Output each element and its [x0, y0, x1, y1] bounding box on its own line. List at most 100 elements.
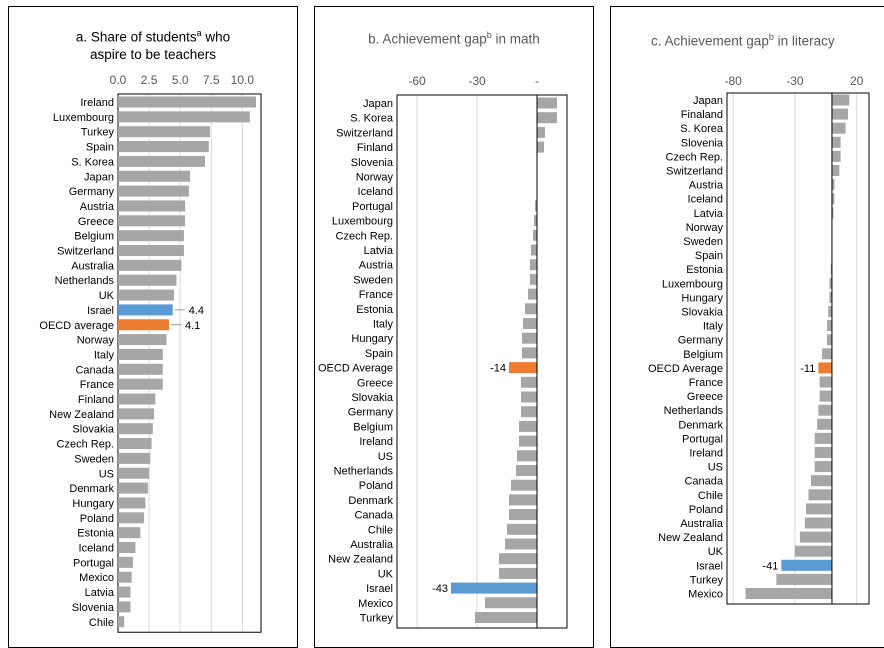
category-label: Canada — [684, 476, 723, 488]
bar — [810, 475, 832, 487]
bar — [831, 207, 834, 219]
plot-frame — [117, 93, 262, 633]
category-label: Italy — [94, 349, 115, 361]
x-tick-label: -80 — [725, 74, 743, 88]
bar — [118, 616, 125, 628]
category-label: S. Korea — [71, 156, 115, 168]
bar — [537, 126, 545, 138]
category-label: Greece — [687, 391, 723, 403]
category-label: OECD Average — [648, 363, 723, 375]
bar — [118, 230, 184, 242]
bar — [806, 503, 832, 515]
bar — [118, 319, 169, 331]
category-label: Chile — [368, 524, 393, 536]
bar — [118, 556, 133, 568]
category-label: Iceland — [358, 186, 393, 198]
category-label: Portugal — [73, 557, 114, 569]
category-label: UK — [378, 568, 394, 580]
bar — [118, 126, 211, 138]
category-label: Greece — [357, 377, 393, 389]
category-label: Italy — [703, 321, 724, 333]
category-label: Austria — [359, 260, 394, 272]
category-label: Netherlands — [334, 466, 394, 478]
category-label: Latvia — [364, 245, 394, 257]
bar — [118, 512, 145, 524]
x-tick-label: -30 — [786, 74, 804, 88]
bar — [118, 215, 186, 227]
bar — [819, 376, 832, 388]
category-label: Czech Rep. — [57, 439, 114, 451]
bar — [799, 531, 832, 543]
bar — [521, 391, 537, 403]
bar — [118, 348, 163, 360]
category-label: Sweden — [353, 274, 393, 286]
data-label: 4.4 — [189, 305, 204, 317]
category-label: Luxembourg — [332, 216, 393, 228]
bar — [517, 450, 537, 462]
bar — [831, 108, 849, 120]
bar — [831, 94, 850, 106]
bar — [828, 306, 832, 317]
bar — [509, 494, 537, 506]
category-label: Spain — [86, 142, 114, 154]
category-label: Norway — [686, 222, 724, 234]
category-label: Chile — [89, 617, 114, 629]
category-label: Ireland — [80, 97, 114, 109]
category-label: Switzerland — [666, 166, 723, 178]
bar — [118, 497, 146, 509]
category-label: Slovakia — [681, 307, 723, 319]
bar — [118, 111, 250, 123]
bar — [499, 567, 537, 579]
category-label: Slovenia — [681, 137, 724, 149]
category-label: Iceland — [688, 194, 723, 206]
chart-title-a: a. Share of studentsa who aspire to be t… — [75, 28, 231, 62]
category-label: Israel — [696, 560, 723, 572]
bar — [118, 601, 131, 613]
bar — [118, 467, 150, 479]
bar — [499, 553, 537, 565]
bar — [505, 538, 537, 550]
bar — [831, 136, 841, 148]
bar — [118, 289, 174, 301]
category-label: Greece — [78, 216, 114, 228]
category-label: Canada — [75, 364, 114, 376]
category-label: Luxembourg — [53, 112, 114, 124]
category-label: Japan — [84, 171, 114, 183]
data-label: -14 — [490, 363, 506, 375]
category-label: Denmark — [69, 483, 114, 495]
bar — [511, 479, 537, 491]
category-label: Turkey — [81, 127, 115, 139]
category-label: Belgium — [353, 421, 393, 433]
bar — [831, 122, 846, 134]
data-label: 4.1 — [185, 320, 200, 332]
category-label: UK — [708, 546, 724, 558]
bar — [118, 571, 132, 583]
bar — [118, 408, 155, 420]
bar — [118, 259, 182, 271]
category-label: Belgium — [683, 349, 723, 361]
category-label: Finland — [357, 142, 393, 154]
bar — [528, 288, 537, 300]
category-label: Australia — [71, 260, 115, 272]
bar — [118, 96, 257, 108]
x-tick-label: -60 — [408, 74, 426, 88]
bar — [831, 193, 835, 205]
bar — [531, 244, 537, 256]
category-label: Chile — [698, 490, 723, 502]
category-label: Mexico — [358, 598, 393, 610]
category-label: Spain — [695, 250, 723, 262]
category-label: Israel — [366, 583, 393, 595]
data-label: -11 — [800, 363, 815, 375]
category-label: Portugal — [682, 433, 723, 445]
bar — [522, 332, 537, 344]
bar — [829, 291, 832, 303]
category-label: France — [80, 379, 114, 391]
data-label: -41 — [762, 560, 778, 572]
category-label: France — [359, 289, 393, 301]
bar — [533, 229, 537, 241]
bar — [808, 489, 832, 501]
bar — [530, 259, 537, 271]
x-tick-label: -30 — [468, 74, 486, 88]
category-label: Poland — [689, 504, 723, 516]
bar — [537, 141, 544, 153]
